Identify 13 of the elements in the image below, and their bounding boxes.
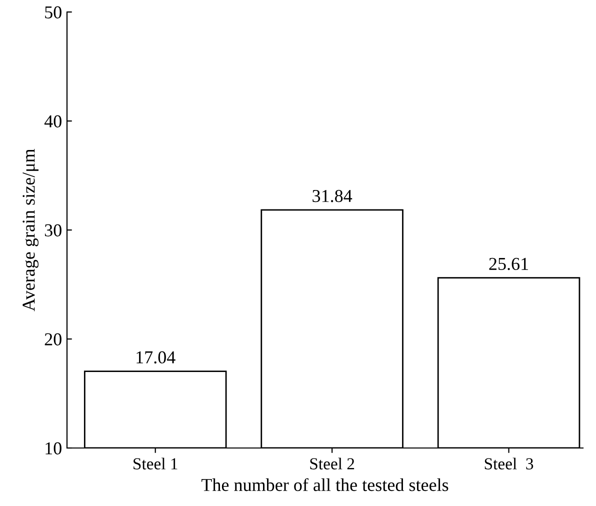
x-tick-label: Steel 1 (134, 458, 178, 470)
data-label: 31.84 (312, 190, 352, 202)
data-label: 25.61 (489, 258, 528, 270)
y-tick-label: 20 (44, 333, 62, 346)
y-tick-label: 30 (44, 224, 62, 236)
y-tick-label: 40 (44, 115, 62, 128)
x-tick-label: Steel 3 (484, 458, 534, 470)
y-axis-title: Average grain size/μm (22, 148, 39, 312)
x-axis-title: The number of all the tested steels (201, 478, 448, 492)
y-tick-label: 50 (45, 6, 62, 18)
data-label: 17.04 (136, 351, 176, 364)
x-tick-label: Steel 2 (310, 458, 354, 470)
y-tick-label: 10 (46, 442, 62, 454)
